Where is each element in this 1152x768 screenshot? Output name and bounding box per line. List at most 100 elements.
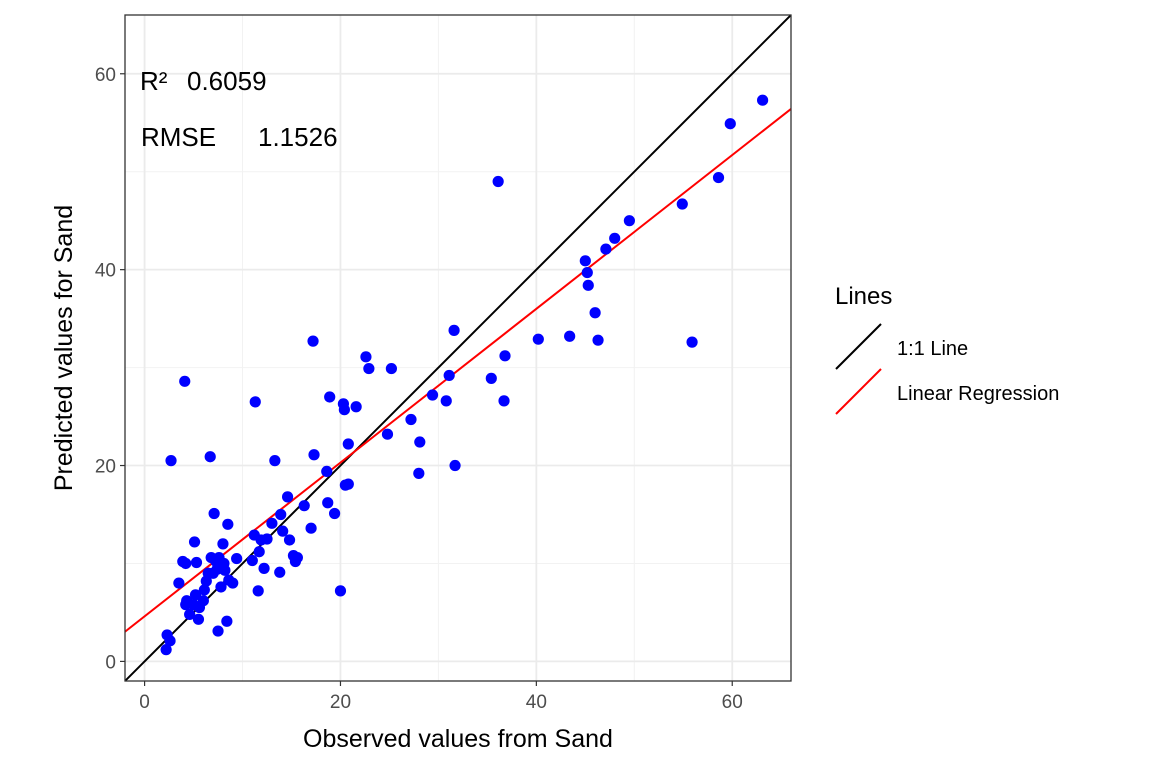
data-point <box>269 455 281 467</box>
axis-ticks: 0 20 40 60 0 20 40 60 <box>95 65 743 713</box>
data-point <box>275 508 287 521</box>
x-tick-label: 0 <box>139 692 150 713</box>
data-point <box>307 335 319 347</box>
data-point <box>448 324 460 336</box>
data-point <box>253 546 265 558</box>
line-linear-regression <box>125 108 791 633</box>
data-point <box>579 255 591 267</box>
data-point <box>581 266 593 279</box>
data-point <box>258 562 270 574</box>
data-point <box>179 375 191 387</box>
data-point <box>321 465 333 478</box>
x-tick-label: 40 <box>526 692 547 713</box>
data-point <box>190 556 203 569</box>
data-point <box>215 581 227 593</box>
data-point <box>449 459 461 472</box>
data-point <box>492 175 504 188</box>
data-point <box>589 307 601 319</box>
data-point <box>338 404 350 416</box>
rmse-label: RMSE <box>141 122 216 152</box>
legend: Lines 1:1 Line Linear Regression <box>835 283 1059 415</box>
data-point <box>164 635 176 647</box>
data-point <box>274 566 286 578</box>
data-point <box>600 243 612 255</box>
legend-swatch-linear-regression <box>835 368 882 415</box>
line-1-1-line <box>125 15 791 681</box>
panel-border <box>124 14 792 682</box>
data-point <box>219 564 231 576</box>
data-point <box>208 507 220 520</box>
x-tick-label: 20 <box>330 692 351 713</box>
r2-label: R² <box>140 66 168 96</box>
data-point <box>498 395 510 407</box>
y-tick-label: 40 <box>95 261 116 282</box>
data-point <box>221 615 233 627</box>
data-point <box>173 577 185 589</box>
data-point <box>266 517 278 529</box>
data-point <box>322 497 334 509</box>
data-point <box>165 455 177 467</box>
legend-title: Lines <box>835 283 892 310</box>
data-point <box>582 279 594 291</box>
data-point <box>217 538 229 550</box>
data-point <box>204 451 216 463</box>
data-point <box>360 351 372 363</box>
data-point <box>212 625 224 637</box>
data-point <box>499 350 511 362</box>
data-point <box>246 554 258 567</box>
data-point <box>324 391 336 403</box>
legend-swatch-1to1 <box>835 323 882 370</box>
data-point <box>277 525 289 537</box>
data-point <box>227 577 239 589</box>
data-point <box>413 467 425 479</box>
x-axis-title: Observed values from Sand <box>303 725 613 753</box>
data-point <box>249 396 261 408</box>
data-point <box>252 585 264 597</box>
data-points <box>160 94 769 656</box>
data-point <box>342 478 354 490</box>
data-point <box>724 118 736 130</box>
data-point <box>283 534 296 546</box>
data-point <box>381 428 394 440</box>
data-point <box>192 613 205 625</box>
data-point <box>180 557 192 570</box>
data-point <box>440 395 452 407</box>
data-point <box>198 584 210 596</box>
data-point <box>184 608 196 621</box>
data-point <box>756 94 769 106</box>
data-point <box>564 330 576 342</box>
data-point <box>385 362 397 375</box>
data-point <box>363 362 375 375</box>
y-tick-label: 20 <box>95 457 116 478</box>
data-point <box>350 401 362 413</box>
data-point <box>305 522 317 534</box>
r2-value: 0.6059 <box>187 66 267 96</box>
data-point <box>485 372 497 384</box>
data-point <box>231 552 243 565</box>
y-tick-label: 0 <box>105 652 116 673</box>
data-point <box>188 536 201 548</box>
data-point <box>261 533 273 545</box>
data-point <box>609 232 621 244</box>
data-point <box>308 449 320 461</box>
data-point <box>334 585 347 597</box>
data-point <box>281 491 294 503</box>
legend-label-linear-regression: Linear Regression <box>897 383 1059 405</box>
x-tick-label: 60 <box>722 692 743 713</box>
data-point <box>426 389 439 401</box>
y-axis-title: Predicted values for Sand <box>50 205 78 491</box>
data-point <box>342 438 354 450</box>
data-point <box>160 644 172 656</box>
data-point <box>328 507 341 520</box>
data-point <box>414 436 426 448</box>
data-point <box>712 171 725 184</box>
data-point <box>623 215 635 227</box>
data-point <box>222 518 234 530</box>
rmse-value: 1.1526 <box>258 122 338 152</box>
reference-lines <box>125 15 791 681</box>
data-point <box>686 336 698 348</box>
data-point <box>676 198 688 210</box>
data-point <box>443 369 455 382</box>
y-tick-label: 60 <box>95 65 116 86</box>
data-point <box>405 413 417 426</box>
